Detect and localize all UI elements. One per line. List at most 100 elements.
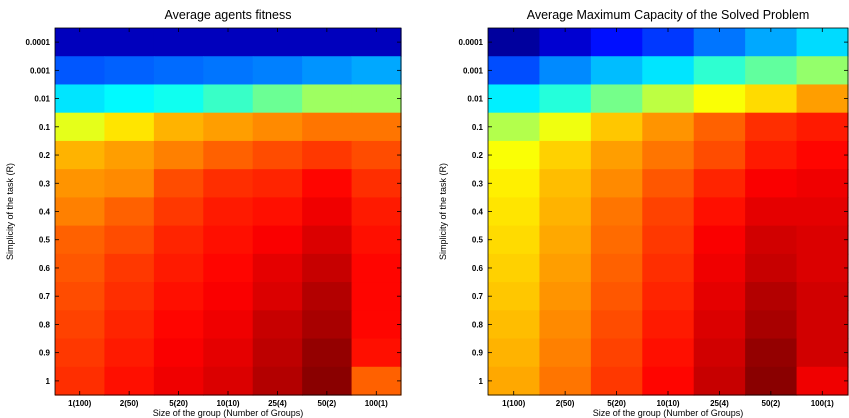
- heatmap-cell: [104, 338, 155, 368]
- y-tick-label: 0.001: [463, 66, 484, 75]
- heatmap-cell: [55, 197, 106, 227]
- heatmap-cell: [104, 253, 155, 283]
- heatmap-cell: [642, 140, 695, 170]
- heatmap-cell: [55, 56, 106, 86]
- heatmap-cell: [203, 338, 254, 368]
- heatmap-cell: [745, 253, 798, 283]
- heatmap-fitness: 0.0001 0.001 0.01 0.1 0.2 0.3 0.4 0.5 0.6 0.7 0.8 0…: [5, 8, 402, 418]
- y-tick-label: 0.9: [472, 349, 484, 358]
- heatmap-cell: [203, 28, 254, 57]
- y-axis-label: Simplicity of the task (R): [438, 163, 448, 260]
- y-tick-label: 0.01: [467, 95, 483, 104]
- heatmap-cell: [302, 366, 353, 396]
- heatmap-cell: [745, 225, 798, 255]
- heatmap-cell: [488, 140, 541, 170]
- heatmap-cell: [104, 84, 155, 114]
- heatmap-cell: [693, 169, 746, 198]
- y-tick-label: 0.7: [39, 292, 51, 301]
- heatmap-cell: [488, 253, 541, 283]
- heatmap-cell: [642, 169, 695, 198]
- x-tick-label: 100(1): [365, 399, 388, 408]
- heatmap-cell: [55, 282, 106, 311]
- heatmap-cell: [642, 56, 695, 86]
- heatmap-cell: [55, 253, 106, 283]
- heatmap-cell: [252, 140, 303, 170]
- heatmap-cell: [488, 197, 541, 227]
- x-tick-label: 25(4): [710, 399, 729, 408]
- y-tick-label: 0.1: [472, 123, 484, 132]
- heatmap-cell: [693, 112, 746, 142]
- heatmap-cell: [745, 140, 798, 170]
- heatmap-cell: [55, 28, 106, 57]
- heatmap-cell: [302, 225, 353, 255]
- heatmap-cell: [488, 112, 541, 142]
- x-tick-label: 2(50): [120, 399, 139, 408]
- heatmap-cell: [590, 338, 643, 368]
- x-tick-label: 1(100): [502, 399, 525, 408]
- y-tick-label: 0.0001: [459, 38, 484, 47]
- heatmap-cell: [693, 140, 746, 170]
- heatmap-cell: [745, 169, 798, 198]
- x-tick-label: 5(20): [169, 399, 188, 408]
- heatmap-cell: [104, 310, 155, 340]
- heatmap-cell: [302, 169, 353, 198]
- heatmap-cell: [488, 28, 541, 57]
- y-tick-label: 0.001: [30, 66, 51, 75]
- heatmap-cell: [351, 197, 402, 227]
- heatmap-cell: [539, 169, 592, 198]
- heatmap-cell: [252, 84, 303, 114]
- heatmap-cell: [153, 253, 204, 283]
- heatmap-cell: [203, 169, 254, 198]
- y-tick-label: 0.4: [39, 208, 51, 217]
- x-axis-label: Size of the group (Number of Groups): [153, 408, 304, 418]
- heatmap-cell: [539, 225, 592, 255]
- heatmap-cell: [745, 366, 798, 396]
- heatmap-cell: [351, 282, 402, 311]
- heatmap-cell: [351, 112, 402, 142]
- heatmap-cell: [590, 112, 643, 142]
- y-tick-label: 0.9: [39, 349, 51, 358]
- heatmap-cell: [153, 197, 204, 227]
- heatmap-cell: [539, 84, 592, 114]
- heatmap-cell: [745, 338, 798, 368]
- y-tick-label: 0.0001: [26, 38, 51, 47]
- chart-title: Average Maximum Capacity of the Solved P…: [527, 8, 810, 22]
- heatmap-cell: [745, 282, 798, 311]
- heatmap-cell: [796, 56, 849, 86]
- heatmap-cell: [252, 310, 303, 340]
- heatmap-cell: [488, 366, 541, 396]
- x-tick-label: 100(1): [811, 399, 834, 408]
- chart-title: Average agents fitness: [165, 8, 292, 22]
- heatmap-cell: [796, 253, 849, 283]
- heatmap-cells: [55, 28, 402, 396]
- heatmap-cell: [642, 197, 695, 227]
- y-tick-label: 0.3: [39, 179, 51, 188]
- heatmap-cell: [203, 112, 254, 142]
- heatmap-cell: [693, 84, 746, 114]
- heatmap-cell: [539, 28, 592, 57]
- heatmap-cell: [796, 28, 849, 57]
- heatmap-cell: [351, 366, 402, 396]
- heatmap-cell: [252, 28, 303, 57]
- heatmap-cell: [590, 84, 643, 114]
- heatmap-cell: [252, 112, 303, 142]
- x-tick-label: 1(100): [68, 399, 91, 408]
- heatmap-cell: [745, 310, 798, 340]
- heatmap-cell: [153, 28, 204, 57]
- heatmap-cell: [539, 140, 592, 170]
- heatmap-cell: [488, 310, 541, 340]
- heatmap-cell: [796, 338, 849, 368]
- heatmap-cell: [488, 338, 541, 368]
- heatmap-cell: [488, 225, 541, 255]
- y-tick-label: 0.6: [39, 264, 51, 273]
- y-tick-label: 0.8: [472, 320, 484, 329]
- heatmap-cell: [642, 310, 695, 340]
- heatmap-cell: [642, 28, 695, 57]
- heatmap-cell: [590, 197, 643, 227]
- heatmap-max-capacity: 0.0001 0.001 0.01 0.1 0.2 0.3 0.4 0.5 0.6 0.7 0.8 0…: [438, 8, 849, 418]
- heatmap-cell: [539, 282, 592, 311]
- heatmap-cell: [252, 225, 303, 255]
- heatmap-cell: [153, 169, 204, 198]
- heatmap-cell: [488, 56, 541, 86]
